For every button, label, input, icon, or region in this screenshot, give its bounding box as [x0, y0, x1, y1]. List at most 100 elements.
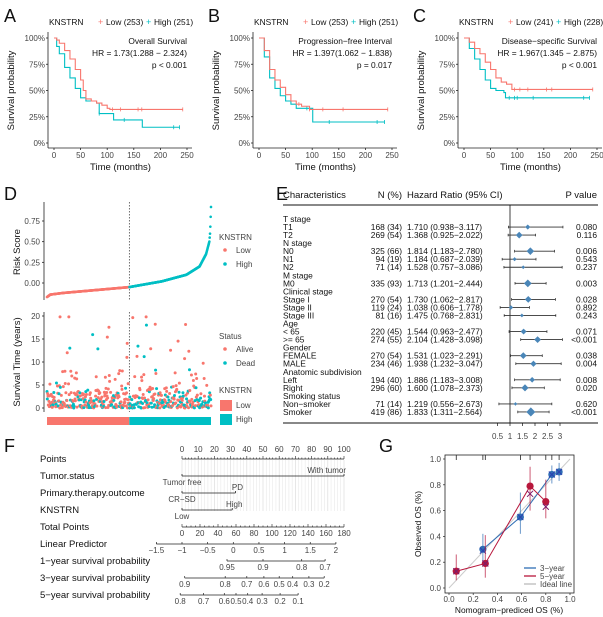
- survival-point-dead: [128, 395, 132, 399]
- row-label: N1: [283, 254, 294, 264]
- p-value: 0.004: [576, 359, 597, 369]
- scale-tick-label: 0.5: [253, 546, 265, 555]
- risk-point-high: [209, 205, 213, 209]
- panel-label-B: B: [208, 6, 220, 26]
- row-label: Stage I: [283, 294, 310, 304]
- scale-tick-label: 0.5: [274, 580, 286, 589]
- survival-point-dead: [102, 399, 106, 403]
- scale-tick-label: −0.5: [200, 546, 216, 555]
- survival-point-alive: [177, 381, 181, 385]
- survival-point-alive: [179, 405, 183, 409]
- legend-low-swatch: [220, 400, 232, 411]
- p-value: 0.543: [576, 254, 597, 264]
- legend-low-label: Low: [236, 401, 251, 410]
- scale-tick-label: 0.6: [258, 580, 270, 589]
- survival-point-alive: [153, 392, 157, 396]
- survival-point-alive: [125, 341, 129, 345]
- y-axis-title: Survival probability: [416, 50, 427, 130]
- row-label: N0: [283, 246, 294, 256]
- scale-label: 5−year survival probability: [40, 590, 150, 601]
- y-tick-label: 0%: [238, 139, 250, 148]
- survival-point-alive: [201, 361, 205, 365]
- legend-low-icon: +: [303, 17, 308, 27]
- group-header: N stage: [283, 238, 312, 248]
- survival-point-alive: [58, 315, 62, 319]
- bias-corrected-x-mark: [517, 513, 524, 521]
- survival-point-dead: [83, 398, 87, 402]
- survival-point-alive: [206, 403, 210, 407]
- scale-tick-label: 0.2: [275, 597, 287, 606]
- n-percent: 194 (40): [371, 375, 402, 385]
- survival-point-dead: [206, 406, 210, 410]
- survival-point-dead: [154, 368, 158, 372]
- y-tick-label: 25%: [29, 113, 45, 122]
- calibration-line-1: [456, 485, 547, 572]
- hazard-ratio: HR = 1.397(1.062 − 1.838): [292, 48, 392, 58]
- hr-diamond: [534, 336, 542, 344]
- survival-point-alive: [174, 401, 178, 405]
- survival-point-alive: [131, 316, 135, 320]
- hazard-ratio-ci: 1.531 (1.023−2.291): [407, 351, 483, 361]
- x-tick-label: 50: [281, 151, 290, 160]
- total-points-tick-label: 140: [301, 529, 315, 538]
- y-tick-label: 0.8: [430, 481, 442, 490]
- survival-point-dead: [197, 399, 201, 403]
- scale-tick-label: 0.8: [220, 580, 232, 589]
- survival-point-dead: [96, 347, 100, 351]
- level-label: High: [226, 500, 242, 509]
- group-header: Age: [283, 319, 298, 329]
- scale-tick-label: 0.3: [303, 580, 315, 589]
- legend-high-label: High: [236, 415, 252, 424]
- variable-label: Tumor.status: [40, 471, 95, 482]
- hazard-ratio-ci: 1.730 (1.062−2.817): [407, 294, 483, 304]
- survival-point-dead: [132, 406, 136, 410]
- x-axis-title: Time (months): [90, 162, 151, 173]
- n-percent: 274 (55): [371, 335, 402, 345]
- level-label: PD: [232, 483, 243, 492]
- y-tick-label: 75%: [439, 60, 455, 69]
- y-tick-label: 100%: [25, 34, 45, 43]
- hazard-ratio-ci: 1.600 (1.078−2.373): [407, 383, 483, 393]
- total-points-tick-label: 60: [232, 529, 241, 538]
- survival-point-dead: [181, 391, 185, 395]
- y-tick-label: 50%: [29, 87, 45, 96]
- survival-point-alive: [106, 396, 110, 400]
- hr-diamond: [529, 377, 535, 383]
- survival-point-alive: [70, 374, 74, 378]
- legend-alive-dot: [223, 347, 227, 351]
- scale-label: Linear Predictor: [40, 539, 107, 550]
- x-tick-label: 200: [359, 151, 373, 160]
- survival-point-dead: [139, 406, 143, 410]
- survival-point-alive: [75, 377, 79, 381]
- bias-corrected-x-mark: [542, 503, 550, 511]
- scale-tick-label: 0.2: [319, 580, 331, 589]
- risk-point-high: [208, 232, 212, 235]
- hr-diamond: [513, 402, 518, 406]
- row-label: M0: [283, 278, 295, 288]
- survival-point-alive: [59, 393, 63, 397]
- survival-point-alive: [142, 373, 146, 377]
- legend-label: 3−year: [540, 564, 565, 573]
- scale-tick-label: 0.7: [320, 563, 332, 572]
- legend-high-swatch: [220, 414, 232, 425]
- survival-point-alive: [141, 393, 145, 397]
- survival-point-dead: [58, 385, 62, 389]
- hazard-ratio-ci: 1.544 (0.963−2.477): [407, 327, 483, 337]
- risk-point-high: [208, 240, 211, 243]
- y-tick-label: 10: [31, 358, 40, 367]
- survival-point-dead: [187, 368, 191, 372]
- hazard-ratio-ci: 1.219 (0.556−2.673): [407, 399, 483, 409]
- x-tick-label: 0: [52, 151, 57, 160]
- y-tick-label: 75%: [234, 60, 250, 69]
- total-points-tick-label: 120: [283, 529, 297, 538]
- y-axis-title: Survival probability: [211, 50, 222, 130]
- scale-tick-label: 1.5: [305, 546, 317, 555]
- n-percent: 71 (14): [375, 399, 402, 409]
- survival-point-alive: [135, 354, 139, 358]
- y-axis-title: Observed OS (%): [413, 491, 423, 557]
- survival-point-dead: [112, 398, 116, 402]
- hazard-ratio-ci: 1.938 (1.232−3.047): [407, 359, 483, 369]
- hazard-ratio-ci: 1.886 (1.183−3.008): [407, 375, 483, 385]
- survival-point-dead: [92, 399, 96, 403]
- panel-label-C: C: [413, 6, 426, 26]
